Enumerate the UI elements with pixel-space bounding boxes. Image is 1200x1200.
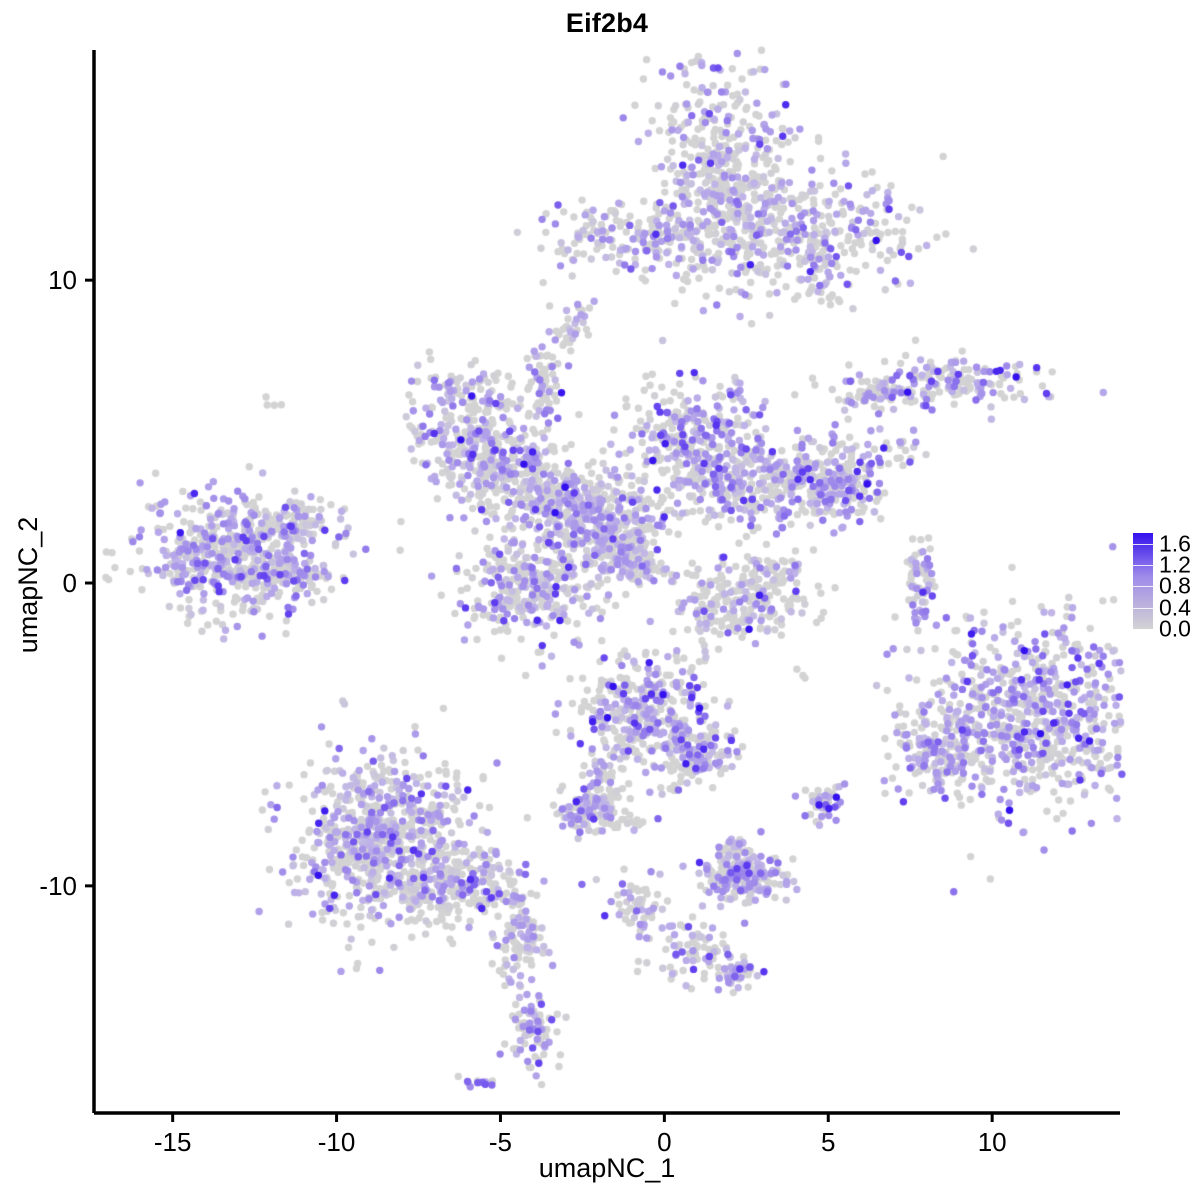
y-tick-label: 0 bbox=[62, 568, 77, 598]
y-axis-title: umapNC_2 bbox=[13, 516, 43, 654]
color-legend-tick-mark bbox=[1133, 543, 1153, 545]
color-legend-tick-mark bbox=[1133, 607, 1153, 609]
x-tick-label: 5 bbox=[821, 1127, 836, 1157]
color-legend-tick-label: 0.0 bbox=[1159, 615, 1191, 642]
color-legend-tick-label: 0.4 bbox=[1159, 594, 1191, 621]
y-tick-label: 10 bbox=[48, 265, 77, 296]
x-tick-label: 0 bbox=[657, 1127, 672, 1157]
color-legend-tick-mark bbox=[1133, 629, 1153, 630]
x-tick-label: 10 bbox=[977, 1127, 1007, 1157]
color-legend-tick-mark bbox=[1133, 565, 1153, 566]
color-legend-tick-label: 1.2 bbox=[1159, 551, 1191, 578]
x-tick-label: -10 bbox=[317, 1127, 356, 1157]
color-legend-tick-mark bbox=[1133, 586, 1153, 588]
y-tick-label: -10 bbox=[39, 870, 77, 901]
color-legend: 1.6 1.2 0.8 0.4 0.0 bbox=[1128, 528, 1200, 640]
x-axis-title: umapNC_1 bbox=[538, 1153, 676, 1183]
color-legend-tick-label: 1.6 bbox=[1159, 530, 1191, 557]
color-legend-tick-label: 0.8 bbox=[1159, 572, 1191, 599]
x-tick-label: -5 bbox=[488, 1127, 513, 1157]
color-legend-gradient-bar bbox=[1133, 533, 1153, 629]
x-tick-label: -15 bbox=[153, 1127, 192, 1157]
